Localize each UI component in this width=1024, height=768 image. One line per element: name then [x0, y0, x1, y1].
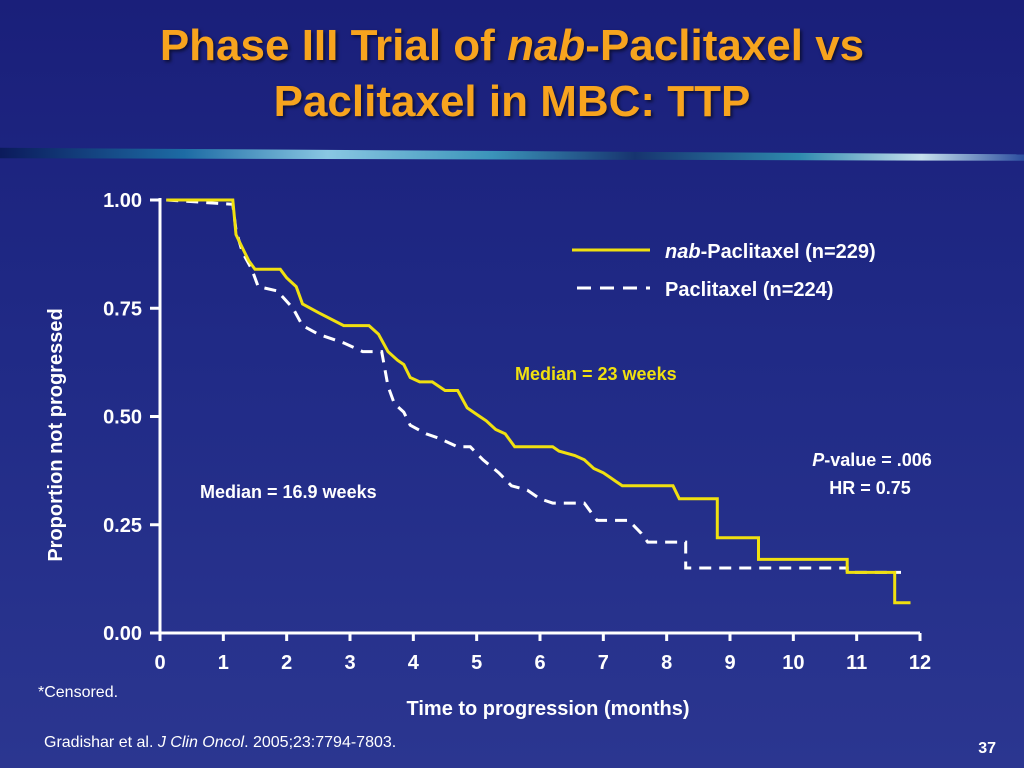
x-tick-label: 3 — [344, 652, 355, 674]
y-tick-label: 0.50 — [103, 407, 142, 429]
slide-title: Phase III Trial of nab-Paclitaxel vs Pac… — [0, 18, 1024, 130]
y-tick-label: 0.25 — [103, 515, 142, 537]
x-tick-label: 2 — [281, 652, 292, 674]
series-line-paclitaxel — [166, 198, 901, 574]
x-axis-label: Time to progression (months) — [407, 698, 690, 720]
citation: Gradishar et al. J Clin Oncol. 2005;23:7… — [44, 734, 396, 752]
annotation-nab-median: Median = 23 weeks — [515, 364, 677, 384]
title-line-1: Phase III Trial of nab-Paclitaxel vs — [0, 18, 1024, 74]
x-tick-label: 1 — [218, 652, 229, 674]
legend-label-nab: nab-Paclitaxel (n=229) — [665, 241, 876, 263]
citation-authors: Gradishar et al. — [44, 734, 158, 751]
page-number: 37 — [978, 740, 996, 757]
series-line-nab-paclitaxel — [166, 198, 911, 605]
legend-label-paclitaxel: Paclitaxel (n=224) — [665, 279, 833, 301]
x-tick-label: 11 — [846, 652, 867, 674]
annotation-pac-median: Median = 16.9 weeks — [200, 482, 377, 502]
title-part-a: Phase III Trial of — [159, 21, 508, 70]
x-tick-label: 10 — [782, 652, 804, 674]
x-tick-label: 7 — [598, 652, 609, 674]
y-axis-label: Proportion not progressed — [45, 308, 67, 561]
censored-footnote: *Censored. — [38, 684, 119, 701]
y-tick-label: 0.00 — [103, 623, 142, 645]
y-tick-label: 0.75 — [103, 298, 142, 320]
citation-details: . 2005;23:7794-7803. — [244, 734, 397, 751]
y-tick-label: 1.00 — [103, 190, 142, 212]
title-part-c: -Paclitaxel vs — [585, 21, 865, 70]
annotation-pvalue: P-value = .006 — [812, 450, 932, 470]
x-tick-label: 12 — [909, 652, 931, 674]
x-tick-label: 4 — [408, 652, 420, 674]
x-tick-label: 8 — [661, 652, 672, 674]
x-tick-label: 9 — [724, 652, 735, 674]
citation-journal: J Clin Oncol — [157, 734, 245, 751]
title-part-nab: nab — [507, 21, 586, 70]
annotation-hr: HR = 0.75 — [829, 478, 911, 498]
x-tick-label: 0 — [154, 652, 165, 674]
title-line-2: Paclitaxel in MBC: TTP — [273, 77, 751, 126]
x-tick-label: 5 — [471, 652, 482, 674]
x-tick-label: 6 — [534, 652, 545, 674]
